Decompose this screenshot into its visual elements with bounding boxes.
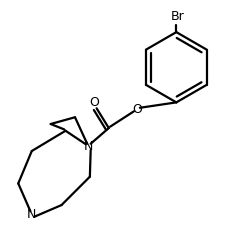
Text: O: O <box>89 96 99 109</box>
Text: N: N <box>84 140 93 154</box>
Text: O: O <box>132 103 142 116</box>
Text: N: N <box>27 208 36 221</box>
Text: Br: Br <box>171 10 184 24</box>
